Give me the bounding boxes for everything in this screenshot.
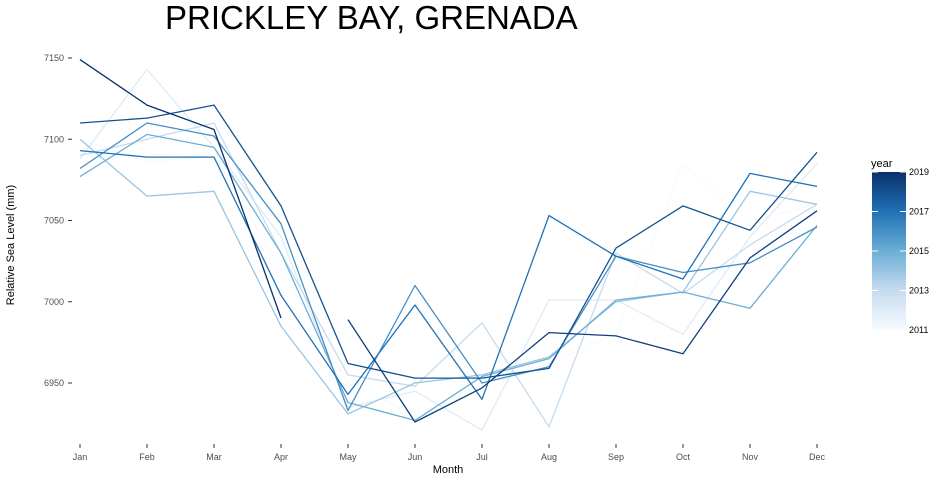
x-tick-label: Nov <box>742 452 759 462</box>
series-line <box>79 138 818 417</box>
chart-title: PRICKLEY BAY, GRENADA <box>165 0 578 36</box>
x-tick-label: Mar <box>206 452 222 462</box>
series-line <box>347 210 818 423</box>
x-tick-label: Jul <box>476 452 488 462</box>
series-line <box>79 122 818 412</box>
legend-tick-label: 2015 <box>909 246 929 256</box>
series-line <box>79 133 818 422</box>
legend-tick-label: 2011 <box>909 325 928 335</box>
x-tick-label: May <box>339 452 357 462</box>
legend-tick-label: 2017 <box>909 207 929 217</box>
legend: year 2011 2013 2015 2017 2019 <box>871 158 929 335</box>
x-tick-label: Apr <box>274 452 288 462</box>
y-tick-label: 7100 <box>44 134 64 144</box>
series-lines <box>79 59 818 431</box>
y-axis-title: Relative Sea Level (mm) <box>5 185 17 305</box>
x-axis-title: Month <box>433 464 464 476</box>
series-line <box>79 59 282 319</box>
legend-title: year <box>871 158 893 170</box>
x-tick-label: Feb <box>139 452 155 462</box>
x-tick-label: Dec <box>809 452 826 462</box>
series-line <box>79 122 818 428</box>
y-tick-label: 7150 <box>44 53 64 63</box>
x-tick-label: Sep <box>608 452 624 462</box>
y-axis: 6950 7000 7050 7100 7150 <box>44 53 72 388</box>
x-tick-label: Oct <box>676 452 691 462</box>
series-line <box>79 138 818 415</box>
y-tick-label: 7050 <box>44 216 64 226</box>
x-tick-label: Jan <box>73 452 88 462</box>
series-line <box>79 149 818 400</box>
legend-tick-label: 2019 <box>909 167 929 177</box>
x-tick-label: Jun <box>408 452 423 462</box>
legend-tick-label: 2013 <box>909 286 929 296</box>
series-line <box>79 68 818 431</box>
y-tick-label: 6950 <box>44 378 64 388</box>
series-line <box>79 104 818 379</box>
x-tick-label: Aug <box>541 452 557 462</box>
y-tick-label: 7000 <box>44 297 64 307</box>
x-axis: Jan Feb Mar Apr May Jun Jul Aug Sep Oct Nov Dec <box>73 444 826 462</box>
